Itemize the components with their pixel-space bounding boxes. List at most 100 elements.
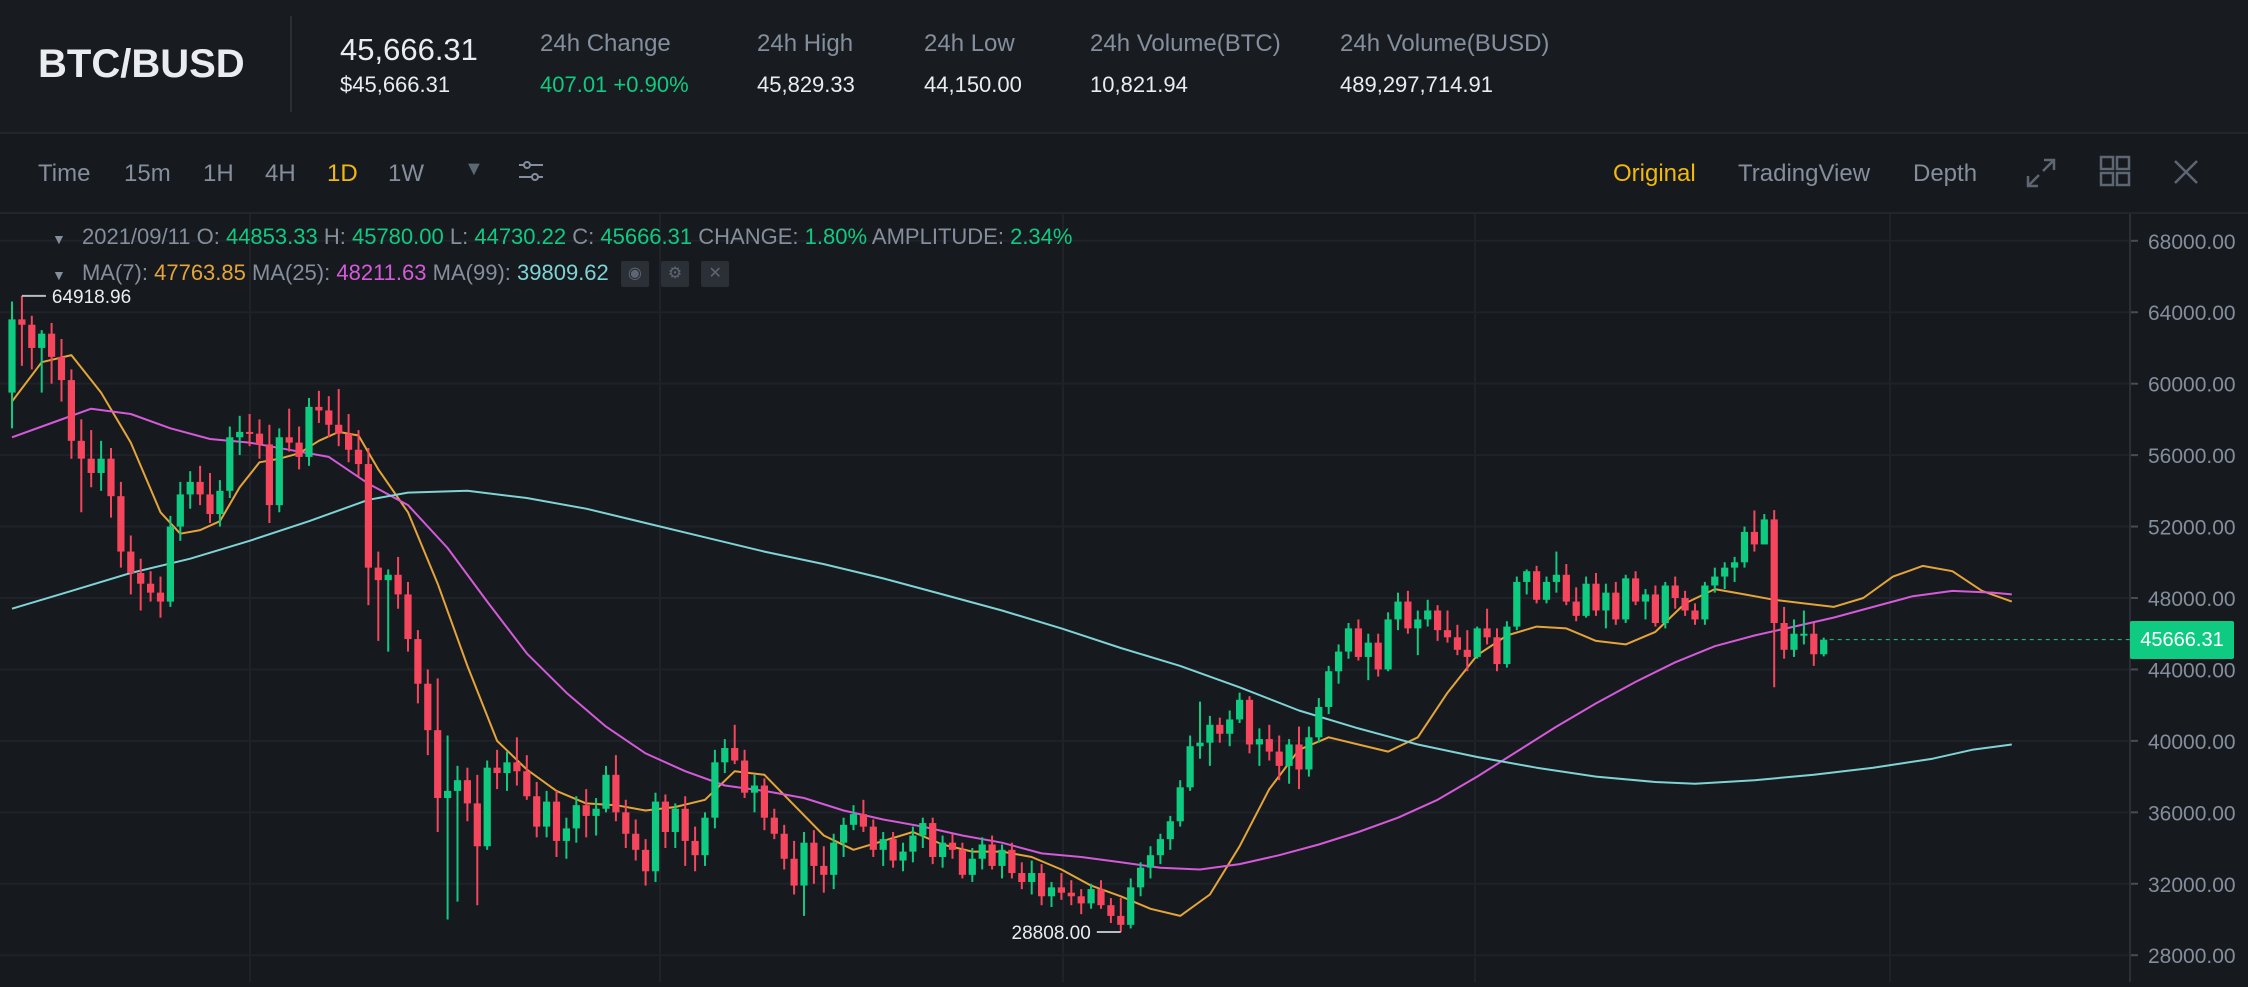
candle-body bbox=[156, 592, 165, 602]
candle-body bbox=[473, 803, 481, 847]
interval-15m[interactable]: 15m bbox=[124, 160, 171, 187]
candle-body bbox=[1176, 787, 1184, 822]
candle-body bbox=[612, 774, 620, 813]
max-price-label: 64918.96 bbox=[52, 287, 131, 308]
candle-body bbox=[1156, 839, 1164, 856]
collapse-chevron-icon[interactable]: ▼ bbox=[52, 267, 66, 283]
candle-body bbox=[1226, 719, 1234, 734]
candle-body bbox=[552, 801, 561, 841]
candle-body bbox=[543, 801, 551, 827]
candle-body bbox=[414, 639, 422, 684]
y-tick-label: 44000.00 bbox=[2148, 659, 2236, 682]
candle-body bbox=[1166, 821, 1174, 840]
stat-label: 24h Volume(BTC) bbox=[1090, 30, 1281, 57]
candle-body bbox=[859, 814, 867, 827]
candle-body bbox=[1810, 633, 1818, 655]
interval-4h[interactable]: 4H bbox=[265, 160, 296, 187]
candle-body bbox=[929, 823, 937, 857]
candle-body bbox=[236, 431, 244, 438]
candlestick-chart[interactable]: 68000.00 64000.00 60000.00 56000.00 52000.00… bbox=[0, 214, 2248, 982]
interval-time[interactable]: Time bbox=[38, 160, 91, 187]
candle-body bbox=[899, 851, 907, 861]
chart-canvas[interactable]: 68000.00 64000.00 60000.00 56000.00 52000.00… bbox=[0, 214, 2248, 982]
settings-gear-icon[interactable]: ⚙ bbox=[661, 261, 690, 288]
candle-body bbox=[216, 490, 224, 515]
candle-body bbox=[602, 774, 610, 809]
view-tradingview[interactable]: TradingView bbox=[1738, 160, 1871, 187]
ma7-label: MA(7): bbox=[81, 260, 148, 285]
candle-body bbox=[1315, 706, 1323, 738]
indicator-settings-icon[interactable] bbox=[516, 156, 546, 194]
candle-body bbox=[1077, 896, 1085, 904]
candle-body bbox=[127, 551, 135, 573]
pair-name[interactable]: BTC/BUSD bbox=[38, 42, 245, 86]
candle-body bbox=[1067, 892, 1075, 897]
close-icon[interactable] bbox=[2170, 156, 2202, 196]
open-value: 44853.33 bbox=[225, 224, 318, 249]
remove-close-icon[interactable]: ✕ bbox=[701, 261, 730, 288]
visibility-eye-icon[interactable]: ◉ bbox=[620, 261, 649, 288]
candle-body bbox=[800, 842, 808, 886]
candle-body bbox=[810, 842, 818, 866]
candle-body bbox=[325, 410, 333, 425]
candle-body bbox=[8, 319, 16, 393]
candle-body bbox=[1424, 610, 1432, 620]
candle-body bbox=[780, 833, 788, 859]
candle-body bbox=[1117, 915, 1125, 925]
candle-body bbox=[1721, 567, 1729, 577]
ma-legend: ▼ MA(7): 47763.85 MA(25): 48211.63 MA(99… bbox=[52, 260, 730, 288]
change-label: CHANGE: bbox=[698, 224, 799, 249]
candle-body bbox=[305, 406, 313, 457]
candle-body bbox=[1008, 849, 1016, 874]
candle-body bbox=[562, 828, 570, 841]
candle-body bbox=[651, 801, 660, 872]
interval-1d[interactable]: 1D bbox=[327, 160, 358, 187]
candle-body bbox=[849, 814, 858, 825]
candle-body bbox=[820, 865, 828, 875]
y-tick-label: 64000.00 bbox=[2148, 302, 2236, 325]
last-price-tag: 45666.31 bbox=[2130, 620, 2234, 659]
interval-1w[interactable]: 1W bbox=[388, 160, 424, 187]
candle-body bbox=[1562, 574, 1570, 602]
candle-body bbox=[345, 433, 353, 450]
y-tick-label: 56000.00 bbox=[2148, 445, 2236, 468]
layout-grid-icon[interactable] bbox=[2098, 154, 2132, 196]
high-label: H: bbox=[323, 224, 346, 249]
candle-body bbox=[275, 437, 283, 506]
last-price-usd: $45,666.31 bbox=[340, 72, 451, 97]
candle-body bbox=[196, 481, 204, 495]
stat-24h-high: 24h High 45,829.33 bbox=[757, 30, 855, 98]
candle-body bbox=[137, 572, 145, 584]
candle-body bbox=[523, 771, 531, 797]
ma-line-ma25 bbox=[11, 407, 2012, 871]
interval-1h[interactable]: 1H bbox=[203, 160, 234, 187]
ticker-header: BTC/BUSD 45,666.31 $45,666.31 24h Change… bbox=[0, 0, 2248, 134]
candle-body bbox=[1206, 724, 1214, 743]
candle-body bbox=[1087, 889, 1095, 904]
amplitude-value: 2.34% bbox=[1010, 224, 1073, 249]
candle-body bbox=[1127, 887, 1135, 925]
ma-line-ma99 bbox=[11, 489, 2012, 785]
candle-body bbox=[513, 762, 521, 772]
candle-body bbox=[18, 319, 26, 325]
candle-body bbox=[533, 796, 541, 827]
view-original[interactable]: Original bbox=[1613, 160, 1696, 187]
candle-body bbox=[424, 683, 432, 731]
candle-body bbox=[147, 583, 155, 593]
candle-body bbox=[226, 437, 234, 491]
candle-body bbox=[1691, 610, 1699, 620]
candle-body bbox=[592, 808, 600, 816]
view-depth[interactable]: Depth bbox=[1913, 160, 1978, 187]
y-tick-label: 52000.00 bbox=[2148, 517, 2236, 540]
y-tick-label: 48000.00 bbox=[2148, 588, 2236, 611]
more-intervals-chevron-icon[interactable]: ▼ bbox=[464, 158, 484, 180]
candle-body bbox=[1295, 744, 1303, 770]
candle-body bbox=[1146, 855, 1155, 868]
open-label: O: bbox=[196, 224, 220, 249]
candle-body bbox=[404, 594, 412, 640]
candle-body bbox=[1780, 623, 1788, 650]
fullscreen-icon[interactable] bbox=[2024, 156, 2058, 198]
candle-body bbox=[770, 817, 778, 834]
collapse-chevron-icon[interactable]: ▼ bbox=[52, 231, 66, 247]
candle-body bbox=[503, 762, 511, 774]
